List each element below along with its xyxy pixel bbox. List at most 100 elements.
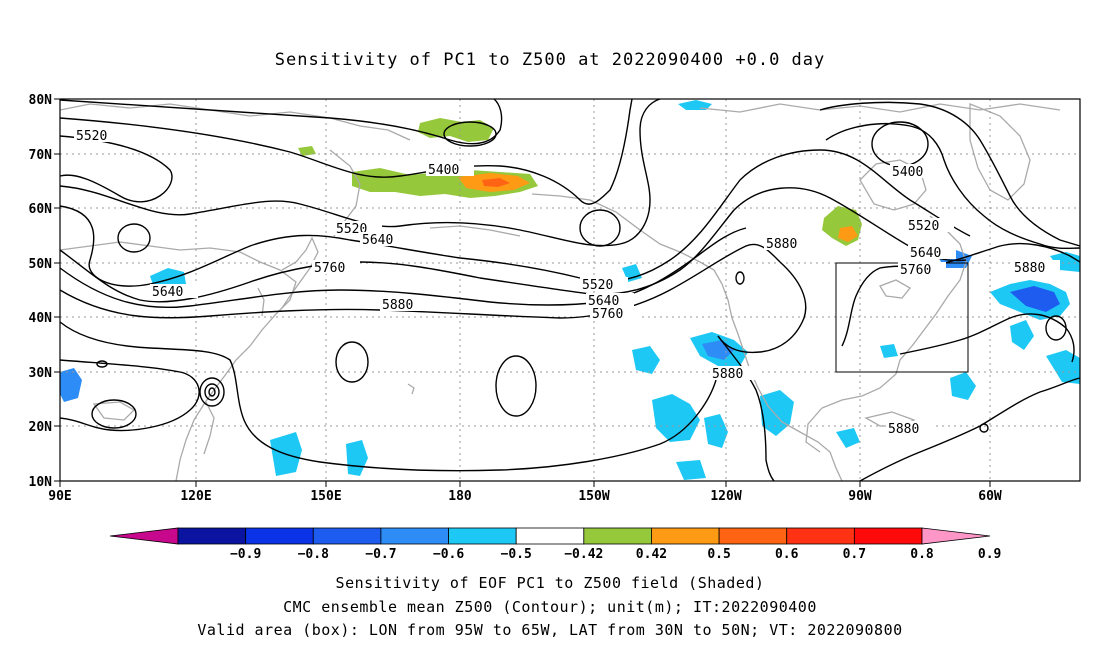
contour-label: 5640 (362, 233, 393, 248)
closed-contour-arctic (443, 121, 497, 147)
lat-label: 50N (29, 257, 53, 272)
shade-negative-east-1 (1046, 350, 1080, 384)
coast-na-east (895, 215, 967, 375)
coast-sea-islands (92, 401, 136, 421)
contour-label: 5880 (712, 367, 743, 382)
map-frame (59, 98, 1081, 482)
closed-contour-npac-3 (495, 355, 537, 417)
coast-philippines (203, 401, 215, 455)
contour-label: 5520 (582, 278, 613, 293)
contour-line-3 (59, 135, 173, 203)
colorbar-label: −0.42 (564, 547, 603, 562)
shade-small-green-1 (298, 146, 316, 156)
colorbar-segment (853, 527, 923, 545)
lat-label: 20N (29, 420, 53, 435)
caption-valid-area: Valid area (box): LON from 95W to 65W, L… (197, 621, 903, 639)
colorbar: −0.9 −0.8 −0.7 −0.6 −0.5 −0.42 0.42 0.5 0.6 0.7 0.… (109, 527, 1001, 562)
colorbar-label: 0.42 (636, 547, 667, 562)
shade-negative-pacific-5 (676, 460, 706, 480)
lat-label: 10N (29, 475, 53, 490)
colorbar-segment (448, 527, 517, 545)
contour-labels: 5520 5400 5520 5640 5760 5640 5880 5520 … (74, 128, 1060, 437)
coast-japan (281, 236, 319, 309)
shade-negative-pacific-1 (652, 394, 700, 442)
closed-contour-small-2 (979, 423, 989, 433)
closed-contour-npac-2 (335, 341, 369, 383)
colorbar-label: 0.8 (910, 547, 934, 562)
map-background (60, 99, 1080, 481)
contour-line-7 (59, 227, 747, 309)
colorbar-label: −0.6 (433, 547, 464, 562)
shade-negative-pacific-4 (632, 346, 660, 374)
coast-gulf (805, 373, 897, 453)
contour-label: 5640 (152, 285, 183, 300)
colorbar-label: 0.5 (707, 547, 730, 562)
contour-label: 5400 (892, 165, 923, 180)
lat-label: 60N (29, 202, 53, 217)
contour-label: 5520 (76, 129, 107, 144)
shade-negative-carib (880, 344, 898, 358)
lat-labels: 80N 70N 60N 50N 40N 30N 20N 10N (29, 93, 53, 490)
colorbar-segment (380, 527, 449, 545)
colorbar-label: 0.7 (843, 547, 866, 562)
contour-line-8 (59, 243, 807, 354)
closed-contour-npac-1 (579, 209, 621, 247)
lat-label: 40N (29, 311, 53, 326)
coast-na-arctic (699, 103, 1061, 113)
contour-line-12 (819, 101, 1081, 247)
contour-label: 5760 (900, 263, 931, 278)
colorbar-label: 0.9 (978, 547, 1001, 562)
colorbar-segment (312, 527, 382, 545)
coast-korea (257, 287, 265, 317)
contour-line-1 (59, 98, 503, 145)
lat-label: 70N (29, 148, 53, 163)
contour-line-6 (59, 187, 967, 303)
coast-asia-arctic (59, 103, 411, 141)
z500-contours (59, 98, 1081, 482)
contour-line-10 (717, 335, 775, 482)
colorbar-segment (245, 527, 314, 545)
contour-line-5 (59, 149, 971, 287)
colorbar-segment (651, 527, 720, 545)
colorbar-label: −0.9 (230, 547, 261, 562)
closed-contour-sea (91, 399, 137, 429)
lat-ticks (54, 98, 60, 482)
lon-labels: 90E 120E 150E 180 150W 120W 90W 60W (48, 489, 1002, 504)
lat-label: 30N (29, 366, 53, 381)
colorbar-low-triangle (109, 527, 179, 545)
colorbar-label: −0.5 (501, 547, 532, 562)
lon-label: 60W (978, 489, 1002, 504)
closed-contour-typhoon-3 (208, 387, 216, 397)
colorbar-label: 0.6 (775, 547, 799, 562)
closed-contour-siberia (117, 223, 151, 253)
contour-label: 5520 (908, 219, 939, 234)
caption-shaded: Sensitivity of EOF PC1 to Z500 field (Sh… (335, 574, 765, 592)
contour-label: 5880 (1014, 261, 1045, 276)
closed-contour-small-1 (96, 360, 108, 368)
lon-label: 90E (48, 489, 71, 504)
contour-line-11 (59, 359, 200, 432)
contour-line-4 (59, 98, 661, 247)
coast-aleutians (429, 225, 521, 237)
coast-hawaii (407, 383, 415, 395)
contour-label: 5880 (888, 422, 919, 437)
closed-contour-typhoon-2 (204, 383, 220, 401)
shade-red-dateline (482, 178, 510, 187)
shade-negative-atlantic-core (1010, 286, 1060, 312)
contour-label: 5760 (592, 307, 623, 322)
coastlines (59, 103, 1061, 482)
contour-label: 5520 (336, 222, 367, 237)
sensitivity-shading (60, 100, 1080, 480)
colorbar-segment (583, 527, 652, 545)
shade-negative-gulf (836, 428, 860, 448)
colorbar-segment (786, 527, 855, 545)
contour-label: 5400 (428, 163, 459, 178)
closed-contour-small-3 (735, 271, 745, 285)
colorbar-segment (515, 527, 585, 545)
lon-label: 150W (578, 489, 609, 504)
lon-label: 180 (448, 489, 472, 504)
lon-label: 150E (310, 489, 341, 504)
contour-label: 5640 (910, 246, 941, 261)
closed-contours (91, 121, 1067, 433)
